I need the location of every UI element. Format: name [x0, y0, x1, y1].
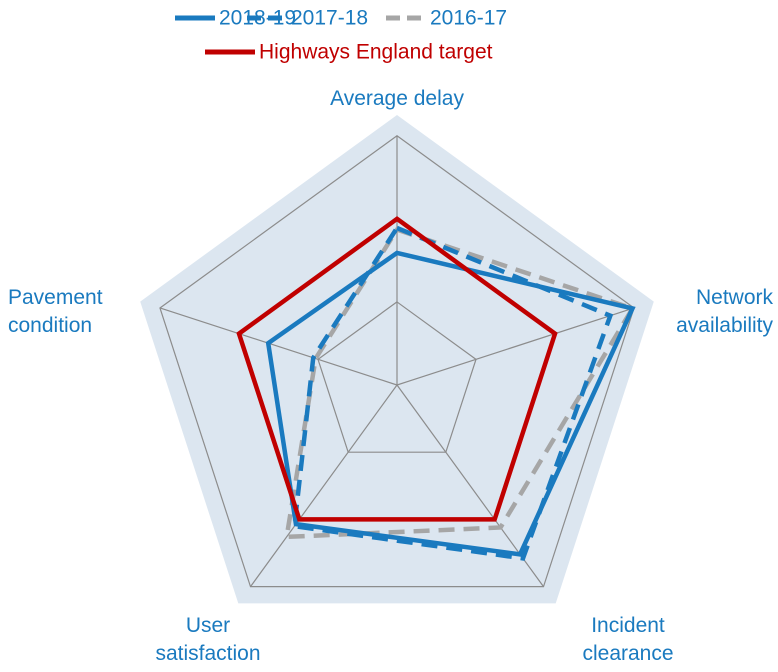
grid-ring [317, 301, 477, 453]
spoke [250, 384, 398, 587]
spoke [159, 307, 398, 386]
series-line [265, 250, 636, 557]
legend-label: 2016-17 [430, 7, 507, 30]
series-line [283, 226, 636, 540]
legend-label: 2017-18 [291, 7, 368, 30]
axis-label: User satisfaction [155, 614, 261, 665]
axis-label: Incident clearance [582, 614, 674, 665]
axis-label: Network availability [676, 286, 773, 337]
series-line [291, 225, 614, 561]
grid-ring [159, 135, 635, 588]
spoke [396, 307, 635, 386]
axis-label: Average delay [330, 87, 464, 110]
axis-label: Pavement condition [8, 286, 103, 337]
series-line [236, 216, 558, 522]
legend-label: Highways England target [259, 41, 493, 64]
